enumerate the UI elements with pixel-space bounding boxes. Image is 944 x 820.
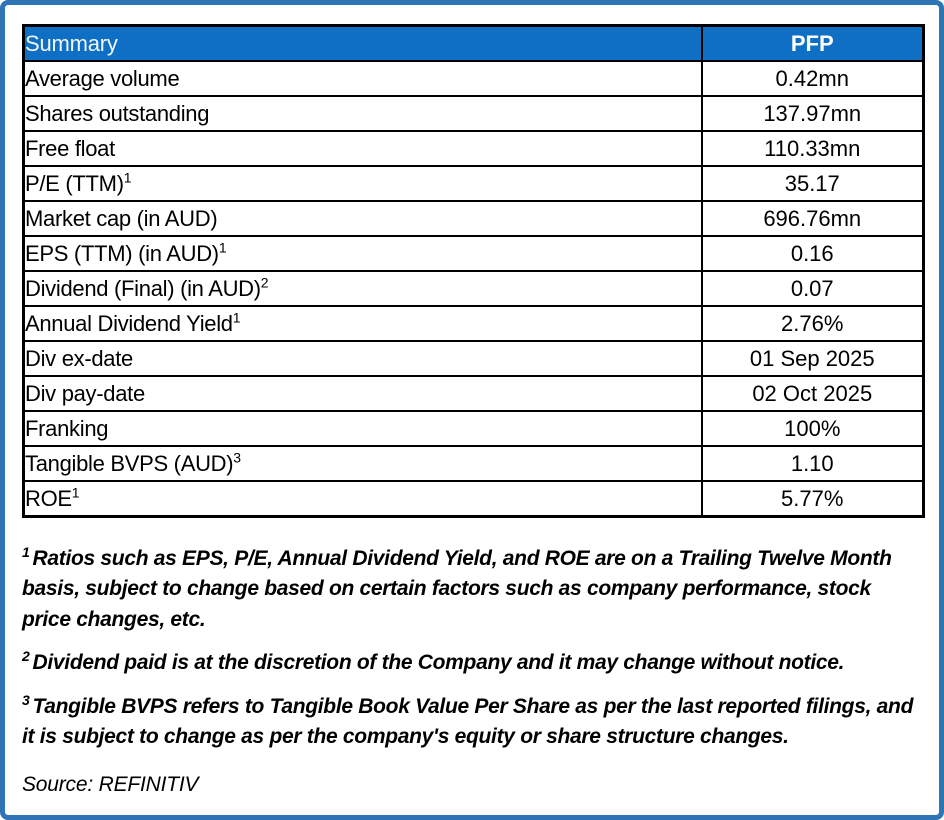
footnotes: 1 Ratios such as EPS, P/E, Annual Dividen…: [22, 544, 922, 753]
footnote-reference: 1: [71, 484, 80, 501]
row-value-cell: 137.97mn: [700, 95, 925, 132]
row-label-cell: EPS (TTM) (in AUD)1: [22, 235, 703, 272]
row-label-text: Div ex-date: [25, 345, 134, 371]
row-label-cell: Free float: [22, 130, 703, 167]
row-label-text: EPS (TTM) (in AUD): [25, 240, 220, 266]
row-label-text: Dividend (Final) (in AUD): [25, 275, 262, 301]
footnote-reference: 1: [218, 239, 227, 256]
table-row: ROE1 5.77%: [22, 480, 925, 518]
footnote-number: 1: [22, 544, 30, 560]
footnote: 3 Tangible BVPS refers to Tangible Book V…: [22, 692, 922, 753]
table-row: Shares outstanding 137.97mn: [22, 95, 925, 132]
summary-table-body: Average volume 0.42mn Shares outstanding 13…: [22, 60, 925, 518]
row-label-cell: Dividend (Final) (in AUD)2: [22, 270, 703, 307]
footnote-text: Dividend paid is at the discretion of th…: [32, 651, 845, 675]
row-label-text: ROE: [25, 485, 73, 511]
row-label-text: Franking: [25, 415, 109, 441]
table-row: Annual Dividend Yield1 2.76%: [22, 305, 925, 342]
table-row: EPS (TTM) (in AUD)1 0.16: [22, 235, 925, 272]
footnote-reference: 2: [260, 274, 269, 291]
row-label-cell: Tangible BVPS (AUD)3: [22, 445, 703, 482]
row-value-cell: 696.76mn: [700, 200, 925, 237]
table-row: Tangible BVPS (AUD)3 1.10: [22, 445, 925, 482]
row-label-text: Shares outstanding: [25, 100, 210, 126]
footnote-text: Ratios such as EPS, P/E, Annual Dividend…: [22, 547, 892, 631]
row-value-cell: 2.76%: [700, 305, 925, 342]
row-value-cell: 0.16: [700, 235, 925, 272]
row-value-cell: 01 Sep 2025: [700, 340, 925, 377]
row-label-text: Div pay-date: [25, 380, 146, 406]
row-label-cell: Annual Dividend Yield1: [22, 305, 703, 342]
footnote: 1 Ratios such as EPS, P/E, Annual Dividen…: [22, 544, 922, 635]
table-row: Div ex-date 01 Sep 2025: [22, 340, 925, 377]
table-header-pfp: PFP: [700, 24, 925, 62]
row-value-cell: 0.42mn: [700, 60, 925, 97]
row-label-cell: ROE1: [22, 480, 703, 518]
footnote-reference: 1: [232, 309, 241, 326]
source-text: Source: REFINITIV: [22, 772, 199, 796]
row-label-cell: Market cap (in AUD): [22, 200, 703, 237]
row-label-text: Tangible BVPS (AUD): [25, 450, 234, 476]
table-header-summary: Summary: [22, 24, 703, 62]
row-label-text: Annual Dividend Yield: [25, 310, 234, 336]
row-value-cell: 100%: [700, 410, 925, 447]
row-label-text: Free float: [25, 135, 116, 161]
table-row: Div pay-date 02 Oct 2025: [22, 375, 925, 412]
row-value-cell: 1.10: [700, 445, 925, 482]
footnote-reference: 1: [123, 169, 132, 186]
table-row: P/E (TTM)1 35.17: [22, 165, 925, 202]
row-value-cell: 5.77%: [700, 480, 925, 518]
row-label-text: P/E (TTM): [25, 170, 125, 196]
table-header-row: Summary PFP: [22, 24, 925, 62]
row-value-cell: 02 Oct 2025: [700, 375, 925, 412]
row-label-cell: Shares outstanding: [22, 95, 703, 132]
table-row: Dividend (Final) (in AUD)2 0.07: [22, 270, 925, 307]
row-label-text: Average volume: [25, 65, 180, 91]
row-label-cell: Div pay-date: [22, 375, 703, 412]
row-value-cell: 35.17: [700, 165, 925, 202]
row-value-cell: 0.07: [700, 270, 925, 307]
row-label-cell: Div ex-date: [22, 340, 703, 377]
summary-table: Summary PFP Average volume 0.42mn Shares o…: [22, 24, 925, 518]
row-label-cell: P/E (TTM)1: [22, 165, 703, 202]
row-label-cell: Franking: [22, 410, 703, 447]
footnote-text: Tangible BVPS refers to Tangible Book Va…: [22, 694, 914, 749]
footnote-number: 2: [22, 648, 30, 665]
footnote-number: 3: [22, 691, 30, 708]
table-row: Free float 110.33mn: [22, 130, 925, 167]
row-label-cell: Average volume: [22, 60, 703, 97]
footnote: 2 Dividend paid is at the discretion of t…: [22, 648, 922, 678]
footnote-reference: 3: [233, 449, 241, 466]
table-row: Franking 100%: [22, 410, 925, 447]
table-row: Average volume 0.42mn: [22, 60, 925, 97]
table-row: Market cap (in AUD) 696.76mn: [22, 200, 925, 237]
row-value-cell: 110.33mn: [700, 130, 925, 167]
row-label-text: Market cap (in AUD): [25, 205, 218, 231]
